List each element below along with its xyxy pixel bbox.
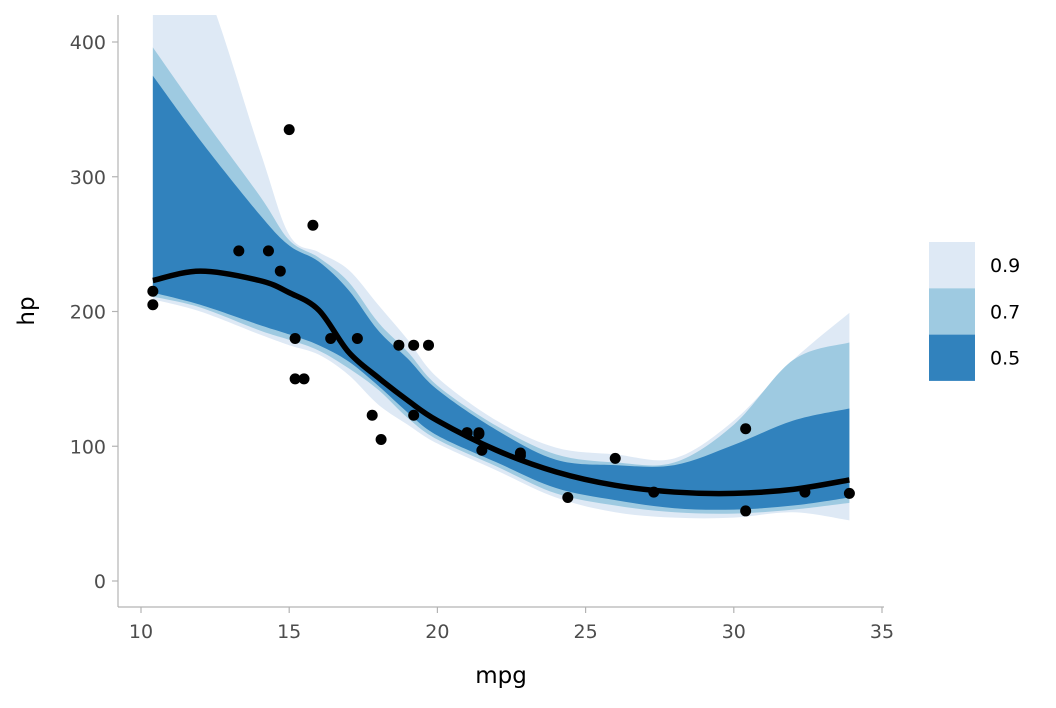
- x-tick-label: 10: [129, 621, 153, 643]
- legend: 0.9 0.7 0.5: [929, 242, 1020, 381]
- data-point: [609, 452, 621, 464]
- y-axis-title: hp: [14, 296, 40, 325]
- data-point: [799, 486, 811, 498]
- data-point: [147, 299, 159, 311]
- data-point: [740, 423, 752, 435]
- points: [147, 124, 855, 517]
- data-point: [262, 245, 274, 257]
- data-point: [562, 491, 574, 503]
- data-point: [476, 444, 488, 456]
- data-point: [274, 265, 286, 277]
- data-point: [393, 339, 405, 351]
- data-point: [307, 219, 319, 231]
- x-tick-label: 25: [574, 621, 598, 643]
- data-point: [233, 245, 245, 257]
- ribbon-0.5: [152, 75, 850, 510]
- legend-label: 0.5: [990, 348, 1020, 370]
- data-point: [366, 409, 378, 421]
- data-point: [461, 427, 473, 439]
- x-tick-label: 30: [722, 621, 746, 643]
- data-point: [147, 285, 159, 297]
- data-point: [351, 332, 363, 344]
- legend-label: 0.9: [990, 255, 1020, 277]
- data-point: [289, 373, 301, 385]
- x-tick-label: 35: [870, 621, 894, 643]
- data-point: [740, 505, 752, 517]
- y-tick-label: 200: [70, 302, 106, 324]
- legend-label: 0.7: [990, 301, 1020, 323]
- data-point: [408, 409, 420, 421]
- legend-key-0.7: [929, 288, 975, 335]
- y-tick-label: 0: [94, 571, 106, 593]
- ribbons: [152, 15, 850, 521]
- data-point: [843, 487, 855, 499]
- data-point: [289, 332, 301, 344]
- data-point: [283, 124, 295, 136]
- data-point: [408, 339, 420, 351]
- x-tick-label: 20: [425, 621, 449, 643]
- y-tick-label: 400: [70, 32, 106, 54]
- y-tick-label: 100: [70, 436, 106, 458]
- data-point: [514, 447, 526, 459]
- median-line-group: [152, 268, 850, 497]
- data-point: [648, 486, 660, 498]
- x-tick-label: 15: [277, 621, 301, 643]
- y-tick-label: 300: [70, 167, 106, 189]
- data-point: [375, 434, 387, 446]
- legend-key-0.5: [929, 334, 975, 381]
- x-axis-title: mpg: [475, 663, 527, 689]
- legend-key-0.9: [929, 242, 975, 289]
- data-point: [423, 339, 435, 351]
- data-point: [325, 332, 337, 344]
- median-line: [152, 268, 850, 497]
- data-point: [473, 428, 485, 440]
- data-point: [298, 373, 310, 385]
